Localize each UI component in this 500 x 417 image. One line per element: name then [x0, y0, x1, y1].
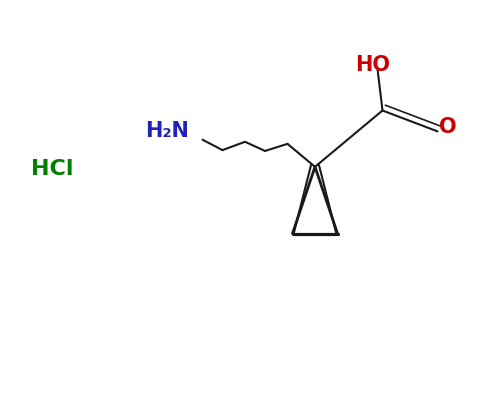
Text: HCl: HCl	[31, 159, 74, 179]
Text: O: O	[438, 117, 456, 137]
Text: H₂N: H₂N	[146, 121, 190, 141]
Text: HO: HO	[355, 55, 390, 75]
